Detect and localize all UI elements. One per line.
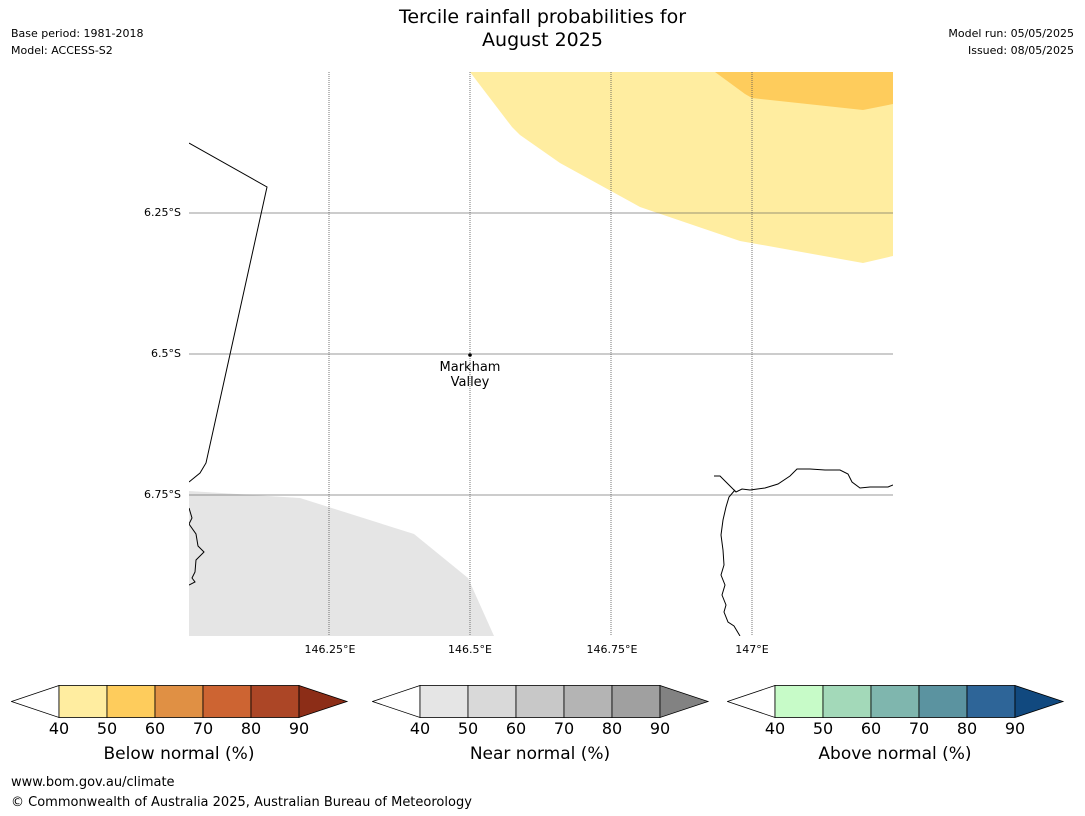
above-normal-tick-80: 80 (956, 719, 978, 738)
rainfall-map (189, 72, 893, 636)
below-normal-below-40-swatch (11, 685, 60, 719)
above-normal-colorbar (727, 685, 1065, 719)
below-normal-50-60-region (715, 72, 893, 110)
below-normal-swatch-40-50 (58, 685, 108, 718)
markham-valley-label: Markham Valley (425, 360, 515, 390)
below-normal-above-90-swatch (298, 685, 349, 719)
above-normal-swatch-50-60 (822, 685, 872, 718)
above-normal-legend-title: Above normal (%) (818, 744, 972, 764)
near-normal-tick-70: 70 (553, 719, 575, 738)
above-normal-tick-70: 70 (908, 719, 930, 738)
lat-label-6-25: 6.25°S (144, 206, 181, 219)
run-info: Model run: 05/05/2025 Issued: 08/05/2025 (948, 25, 1074, 59)
near-normal-below-40-swatch (372, 685, 421, 719)
model-info: Base period: 1981-2018 Model: ACCESS-S2 (11, 25, 143, 59)
below-normal-tick-60: 60 (144, 719, 166, 738)
graticule (189, 72, 893, 636)
lat-label-6-5: 6.5°S (151, 347, 181, 360)
markham-valley-marker (468, 353, 472, 357)
footer-copyright: © Commonwealth of Australia 2025, Austra… (11, 795, 472, 810)
near-normal-tick-90: 90 (649, 719, 671, 738)
above-normal-tick-40: 40 (764, 719, 786, 738)
near-normal-tick-60: 60 (505, 719, 527, 738)
near-normal-swatch-80-90 (611, 685, 661, 718)
below-normal-swatch-50-60 (106, 685, 156, 718)
below-normal-colorbar (11, 685, 349, 719)
below-normal-tick-40: 40 (48, 719, 70, 738)
near-normal-colorbar (372, 685, 710, 719)
above-normal-above-90-swatch (1014, 685, 1065, 719)
above-normal-swatch-80-90 (966, 685, 1016, 718)
above-normal-swatch-60-70 (870, 685, 920, 718)
lon-label-146-75: 146.75°E (586, 643, 638, 656)
near-normal-tick-50: 50 (457, 719, 479, 738)
below-normal-40-50-region (470, 72, 893, 263)
map-title: Tercile rainfall probabilities for Augus… (0, 6, 1085, 52)
above-normal-tick-90: 90 (1004, 719, 1026, 738)
model-run-text: Model run: 05/05/2025 (948, 27, 1074, 40)
below-normal-swatch-70-80 (202, 685, 252, 718)
near-normal-swatch-40-50 (419, 685, 469, 718)
lon-label-146-5: 146.5°E (448, 643, 492, 656)
near-normal-legend-title: Near normal (%) (469, 744, 611, 764)
near-normal-tick-40: 40 (409, 719, 431, 738)
below-normal-tick-50: 50 (96, 719, 118, 738)
above-normal-below-40-swatch (727, 685, 776, 719)
coastline (189, 142, 893, 636)
base-period-text: Base period: 1981-2018 (11, 27, 144, 40)
place-name-line-1: Markham (439, 360, 501, 375)
below-normal-tick-80: 80 (240, 719, 262, 738)
lon-label-146-25: 146.25°E (304, 643, 356, 656)
title-line-1: Tercile rainfall probabilities for (398, 6, 687, 28)
lon-label-147: 147°E (735, 643, 769, 656)
near-normal-tick-80: 80 (601, 719, 623, 738)
title-line-2: August 2025 (482, 29, 603, 51)
near-normal-40-50-region (189, 491, 494, 636)
near-normal-above-90-swatch (659, 685, 710, 719)
near-normal-swatch-60-70 (515, 685, 565, 718)
above-normal-tick-50: 50 (812, 719, 834, 738)
lat-label-6-75: 6.75°S (144, 488, 181, 501)
below-normal-tick-90: 90 (288, 719, 310, 738)
place-name-line-2: Valley (450, 375, 490, 390)
near-normal-swatch-50-60 (467, 685, 517, 718)
above-normal-swatch-40-50 (774, 685, 824, 718)
model-name-text: Model: ACCESS-S2 (11, 44, 113, 57)
below-normal-tick-70: 70 (192, 719, 214, 738)
below-normal-legend-title: Below normal (%) (103, 744, 255, 764)
above-normal-tick-60: 60 (860, 719, 882, 738)
near-normal-swatch-70-80 (563, 685, 613, 718)
above-normal-swatch-70-80 (918, 685, 968, 718)
footer-url: www.bom.gov.au/climate (11, 775, 175, 790)
below-normal-swatch-60-70 (154, 685, 204, 718)
issued-text: Issued: 08/05/2025 (967, 44, 1074, 57)
below-normal-swatch-80-90 (250, 685, 300, 718)
